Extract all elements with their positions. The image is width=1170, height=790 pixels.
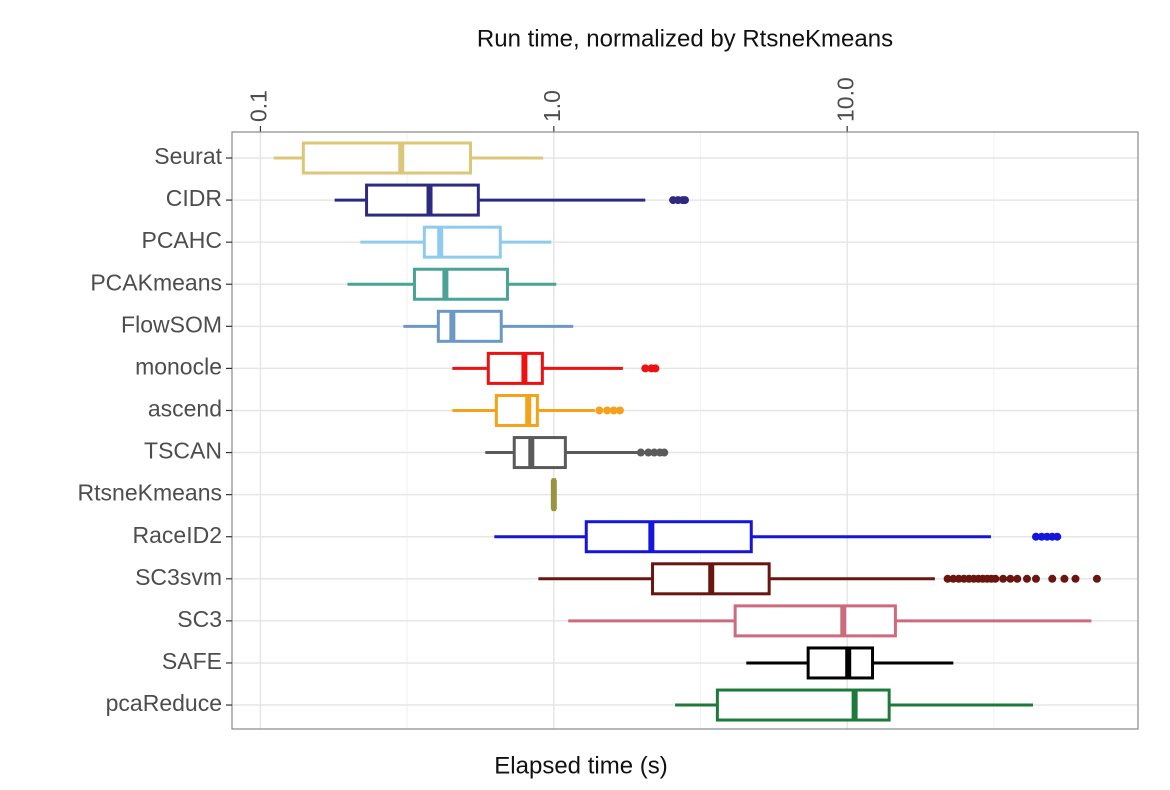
x-tick-label: 1.0	[539, 90, 565, 122]
y-tick-label: monocle	[135, 353, 222, 379]
outlier	[991, 574, 1000, 583]
outlier	[999, 574, 1008, 583]
outlier	[1060, 574, 1069, 583]
box-group	[452, 351, 660, 385]
outlier	[1022, 574, 1031, 583]
x-tick-label: 0.1	[246, 90, 272, 122]
outlier	[943, 574, 952, 583]
outlier	[615, 406, 624, 415]
outlier	[609, 406, 618, 415]
y-tick-label: PCAKmeans	[90, 269, 222, 295]
outlier	[595, 406, 604, 415]
panel-background	[232, 132, 1138, 729]
chart-title: Run time, normalized by RtsneKmeans	[477, 25, 893, 52]
box	[806, 646, 875, 680]
y-tick-label: pcaReduce	[106, 690, 222, 716]
outlier	[1053, 532, 1062, 541]
box	[422, 225, 502, 259]
y-tick-label: RtsneKmeans	[78, 480, 222, 506]
y-tick-label: SAFE	[162, 648, 222, 674]
box	[715, 688, 891, 722]
outlier	[1006, 574, 1015, 583]
x-tick-label: 10.0	[832, 77, 858, 122]
outlier	[1031, 574, 1040, 583]
outlier	[603, 406, 612, 415]
outlier	[1031, 532, 1040, 541]
y-tick-label: FlowSOM	[121, 311, 222, 337]
box	[584, 520, 753, 554]
y-tick-label: Seurat	[154, 143, 222, 169]
box	[494, 393, 539, 427]
box	[486, 351, 544, 385]
outlier	[651, 364, 660, 373]
outlier	[1048, 574, 1057, 583]
outlier	[681, 196, 689, 205]
box-group	[334, 183, 689, 217]
box	[436, 309, 503, 343]
y-tick-label: SC3svm	[135, 564, 222, 590]
box-group	[494, 520, 1062, 554]
outlier	[650, 448, 659, 457]
outlier	[636, 448, 645, 457]
box	[512, 436, 567, 470]
box	[733, 604, 897, 638]
y-tick-label: TSCAN	[144, 438, 222, 464]
box-group	[360, 225, 552, 259]
x-axis-label: Elapsed time (s)	[494, 752, 667, 779]
box-group	[403, 309, 574, 343]
panel-border	[231, 131, 1139, 730]
outlier	[1013, 574, 1022, 583]
y-tick-label: ascend	[148, 396, 222, 422]
box-group	[550, 478, 557, 512]
y-tick-label: RaceID2	[133, 522, 222, 548]
box-group	[452, 393, 624, 427]
outlier	[641, 364, 650, 373]
y-tick-label: SC3	[177, 606, 222, 632]
box	[412, 267, 509, 301]
y-tick-label: PCAHC	[141, 227, 222, 253]
box	[365, 183, 480, 217]
box-group	[675, 688, 1034, 722]
box-group	[485, 436, 669, 470]
outlier	[644, 448, 653, 457]
y-tick-label: CIDR	[166, 185, 222, 211]
outlier	[1092, 574, 1101, 583]
plot-area	[273, 141, 1101, 722]
box	[301, 141, 472, 175]
box-group	[568, 604, 1092, 638]
box-group	[538, 562, 1101, 596]
outlier	[1071, 574, 1080, 583]
outlier	[660, 448, 669, 457]
box-group	[746, 646, 954, 680]
box-group	[273, 141, 544, 175]
box-group	[347, 267, 557, 301]
